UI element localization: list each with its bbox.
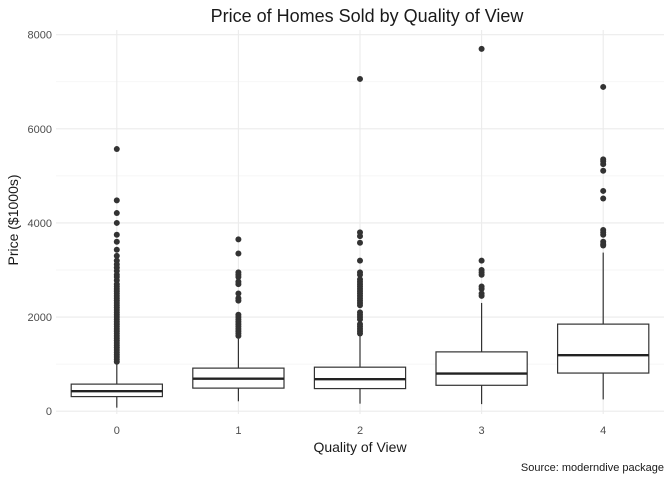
box-group (556, 83, 650, 400)
y-tick-label: 0 (46, 406, 52, 418)
outlier-point (357, 316, 363, 323)
outlier-point (600, 242, 607, 249)
outlier-point (600, 161, 607, 168)
outlier-point (235, 297, 242, 304)
outlier-point (113, 252, 120, 259)
outlier-point (357, 257, 363, 264)
outlier-point (113, 219, 120, 226)
outlier-point (600, 195, 607, 202)
outlier-point (235, 290, 242, 297)
outlier-point (113, 197, 120, 204)
box-iqr (313, 366, 407, 390)
outlier-point (235, 281, 242, 288)
y-axis-ticks: 0 2000 4000 6000 8000 (28, 30, 52, 418)
x-tick-label: 0 (114, 425, 120, 437)
outlier-point (478, 285, 485, 292)
outlier-point (600, 83, 607, 90)
outlier-point (235, 250, 242, 257)
outlier-point (113, 210, 120, 217)
outlier-point (600, 167, 607, 174)
boxes (70, 45, 650, 408)
box-group (435, 45, 528, 405)
outlier-point (357, 75, 363, 82)
outlier-point (235, 274, 242, 281)
outlier-point (600, 187, 607, 194)
box-iqr (556, 323, 650, 374)
outlier-point (357, 233, 363, 240)
y-axis-title: Price ($1000s) (5, 174, 21, 265)
x-axis-ticks: 0 1 2 3 4 (114, 425, 607, 437)
x-tick-label: 3 (479, 425, 485, 437)
outlier-point (113, 231, 120, 238)
x-tick-label: 4 (600, 425, 606, 437)
outlier-point (478, 257, 485, 264)
outlier-point (113, 146, 120, 153)
box-group (70, 146, 163, 408)
outlier-point (357, 330, 363, 337)
y-tick-label: 8000 (28, 30, 52, 42)
chart-caption: Source: moderndive package (521, 462, 664, 474)
y-tick-label: 4000 (28, 218, 52, 230)
outlier-point (235, 332, 242, 339)
outlier-point (357, 302, 363, 309)
outlier-point (357, 239, 363, 246)
outlier-point (478, 45, 485, 52)
outlier-point (357, 271, 363, 278)
chart-title: Price of Homes Sold by Quality of View (211, 6, 525, 26)
box-iqr (435, 351, 528, 386)
x-tick-label: 1 (235, 425, 241, 437)
box-group (192, 236, 285, 402)
outlier-point (235, 236, 242, 243)
x-axis-title: Quality of View (313, 439, 407, 455)
outlier-point (113, 246, 120, 253)
outlier-point (113, 238, 120, 245)
y-tick-label: 2000 (28, 312, 52, 324)
outlier-point (478, 271, 485, 278)
outlier-point (600, 231, 607, 238)
outlier-point (113, 358, 120, 365)
y-tick-label: 6000 (28, 124, 52, 136)
box-group (313, 75, 407, 404)
x-tick-label: 2 (357, 425, 363, 437)
outlier-point (478, 292, 485, 299)
